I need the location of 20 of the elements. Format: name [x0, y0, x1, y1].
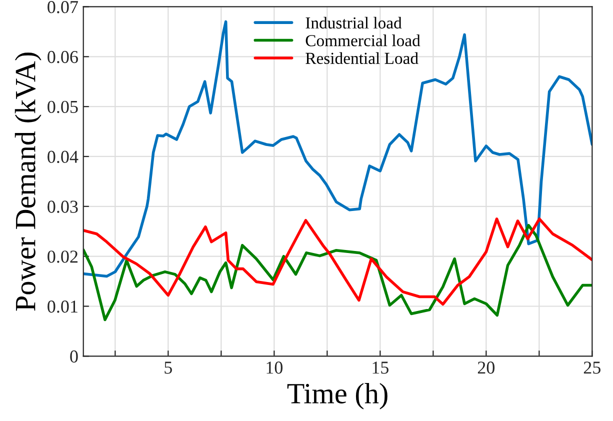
x-axis-title: Time (h) — [287, 382, 388, 410]
legend-label: Commercial load — [306, 34, 420, 46]
x-tick-label: 5 — [164, 362, 172, 374]
y-tick-label: 0.05 — [48, 100, 78, 114]
line-series — [83, 218, 592, 306]
y-tick-label: 0.02 — [48, 250, 78, 263]
x-tick-label: 20 — [478, 362, 494, 374]
x-tick-label: 25 — [584, 362, 600, 374]
legend-label: Industrial load — [306, 16, 402, 29]
y-axis-title: Power Demand (kVA) — [14, 52, 42, 311]
line-series — [83, 224, 592, 322]
legend-label: Residential Load — [306, 52, 418, 64]
x-tick-label: 10 — [266, 362, 283, 374]
y-tick-label: 0.03 — [48, 200, 78, 213]
y-tick-label: 0 — [70, 350, 78, 363]
y-tick-label: 0.07 — [48, 0, 78, 14]
x-tick-label: 15 — [372, 362, 388, 374]
y-tick-label: 0.06 — [48, 50, 78, 64]
y-tick-label: 0.01 — [48, 300, 78, 313]
y-tick-label: 0.04 — [48, 150, 78, 164]
